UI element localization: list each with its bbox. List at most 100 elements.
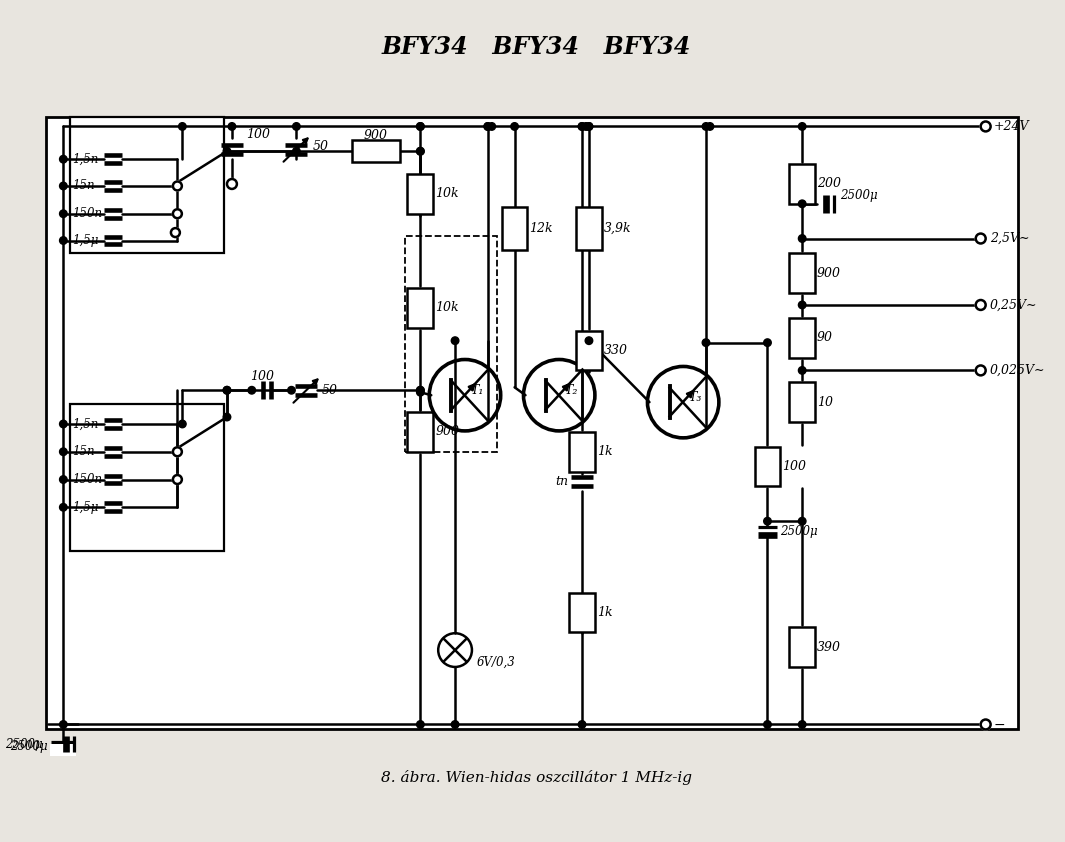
Text: 0,25V∼: 0,25V∼ bbox=[989, 298, 1037, 312]
Bar bbox=[755, 447, 781, 487]
Circle shape bbox=[173, 475, 182, 484]
Circle shape bbox=[416, 123, 424, 131]
Text: 390: 390 bbox=[817, 641, 841, 653]
Text: 2500μ: 2500μ bbox=[781, 525, 818, 537]
Circle shape bbox=[764, 721, 771, 728]
Circle shape bbox=[60, 156, 67, 163]
Bar bbox=[789, 164, 815, 204]
Text: 100: 100 bbox=[249, 370, 274, 383]
Text: 200: 200 bbox=[817, 178, 841, 190]
Circle shape bbox=[248, 386, 256, 394]
Text: BFY34   BFY34   BFY34: BFY34 BFY34 BFY34 bbox=[381, 35, 691, 59]
Circle shape bbox=[702, 123, 709, 131]
Circle shape bbox=[173, 447, 182, 456]
Text: −: − bbox=[994, 717, 1005, 732]
Text: 2500μ: 2500μ bbox=[5, 738, 43, 751]
Circle shape bbox=[976, 233, 986, 244]
Text: 150n: 150n bbox=[72, 473, 102, 486]
Text: 330: 330 bbox=[604, 344, 628, 357]
Text: 6V/0,3: 6V/0,3 bbox=[477, 655, 515, 669]
Text: 8. ábra. Wien-hidas oszcillátor 1 MHz-ig: 8. ábra. Wien-hidas oszcillátor 1 MHz-ig bbox=[381, 770, 692, 785]
Circle shape bbox=[585, 123, 593, 131]
Circle shape bbox=[702, 338, 709, 346]
Circle shape bbox=[511, 123, 519, 131]
Circle shape bbox=[799, 721, 806, 728]
Bar bbox=[408, 174, 433, 214]
Circle shape bbox=[60, 237, 67, 244]
Circle shape bbox=[799, 301, 806, 309]
Circle shape bbox=[293, 123, 300, 131]
Circle shape bbox=[416, 147, 424, 155]
Text: 50: 50 bbox=[323, 384, 339, 397]
Circle shape bbox=[980, 121, 992, 132]
Circle shape bbox=[578, 721, 586, 728]
Circle shape bbox=[224, 147, 231, 155]
Circle shape bbox=[60, 721, 67, 728]
Circle shape bbox=[799, 517, 806, 525]
Circle shape bbox=[416, 386, 424, 394]
Circle shape bbox=[980, 719, 992, 730]
Circle shape bbox=[585, 337, 593, 344]
Bar bbox=[70, 116, 224, 253]
Circle shape bbox=[583, 123, 590, 131]
Bar bbox=[70, 404, 224, 551]
Bar bbox=[789, 627, 815, 667]
Circle shape bbox=[452, 721, 459, 728]
Circle shape bbox=[764, 517, 771, 525]
Circle shape bbox=[976, 300, 986, 311]
Text: 1k: 1k bbox=[596, 445, 612, 458]
Circle shape bbox=[293, 147, 300, 155]
Text: 900: 900 bbox=[364, 129, 388, 141]
Text: 10: 10 bbox=[817, 396, 833, 408]
Bar bbox=[351, 141, 399, 163]
Bar bbox=[569, 432, 595, 472]
Text: 15n: 15n bbox=[72, 445, 95, 458]
Circle shape bbox=[60, 504, 67, 511]
Circle shape bbox=[452, 337, 459, 344]
Bar bbox=[502, 207, 527, 250]
Text: 150n: 150n bbox=[72, 207, 102, 221]
Circle shape bbox=[224, 386, 231, 394]
Circle shape bbox=[228, 123, 235, 131]
Circle shape bbox=[60, 448, 67, 456]
Text: tn: tn bbox=[555, 475, 568, 488]
Circle shape bbox=[416, 721, 424, 728]
Text: 10k: 10k bbox=[436, 188, 459, 200]
Circle shape bbox=[224, 413, 231, 421]
Bar bbox=[569, 593, 595, 632]
Text: 900: 900 bbox=[817, 267, 841, 280]
Text: T₃: T₃ bbox=[688, 391, 702, 403]
Circle shape bbox=[484, 123, 492, 131]
Bar bbox=[789, 318, 815, 358]
Circle shape bbox=[416, 123, 424, 131]
Circle shape bbox=[578, 123, 586, 131]
Text: 50: 50 bbox=[312, 140, 328, 152]
Circle shape bbox=[976, 365, 986, 376]
Bar bbox=[408, 288, 433, 328]
Circle shape bbox=[288, 386, 295, 394]
Circle shape bbox=[416, 388, 424, 396]
Text: +24V: +24V bbox=[994, 120, 1029, 133]
Text: 3,9k: 3,9k bbox=[604, 222, 632, 235]
Text: 2500μ: 2500μ bbox=[10, 740, 48, 753]
Circle shape bbox=[799, 200, 806, 208]
Text: 2,5V∼: 2,5V∼ bbox=[989, 232, 1029, 245]
Text: 900: 900 bbox=[436, 425, 459, 439]
Circle shape bbox=[706, 123, 714, 131]
Circle shape bbox=[60, 420, 67, 428]
Circle shape bbox=[60, 210, 67, 217]
Circle shape bbox=[799, 123, 806, 131]
Text: 1,5n: 1,5n bbox=[72, 152, 99, 166]
Text: 12k: 12k bbox=[529, 222, 553, 235]
Circle shape bbox=[179, 420, 186, 428]
Bar bbox=[50, 744, 77, 756]
Circle shape bbox=[799, 235, 806, 242]
Text: 100: 100 bbox=[783, 460, 806, 473]
Circle shape bbox=[764, 338, 771, 346]
Bar bbox=[576, 331, 602, 370]
Circle shape bbox=[578, 123, 586, 131]
Text: 0,025V∼: 0,025V∼ bbox=[989, 364, 1045, 377]
Bar bbox=[47, 116, 1018, 729]
Bar bbox=[408, 412, 433, 452]
Text: 1k: 1k bbox=[596, 606, 612, 619]
